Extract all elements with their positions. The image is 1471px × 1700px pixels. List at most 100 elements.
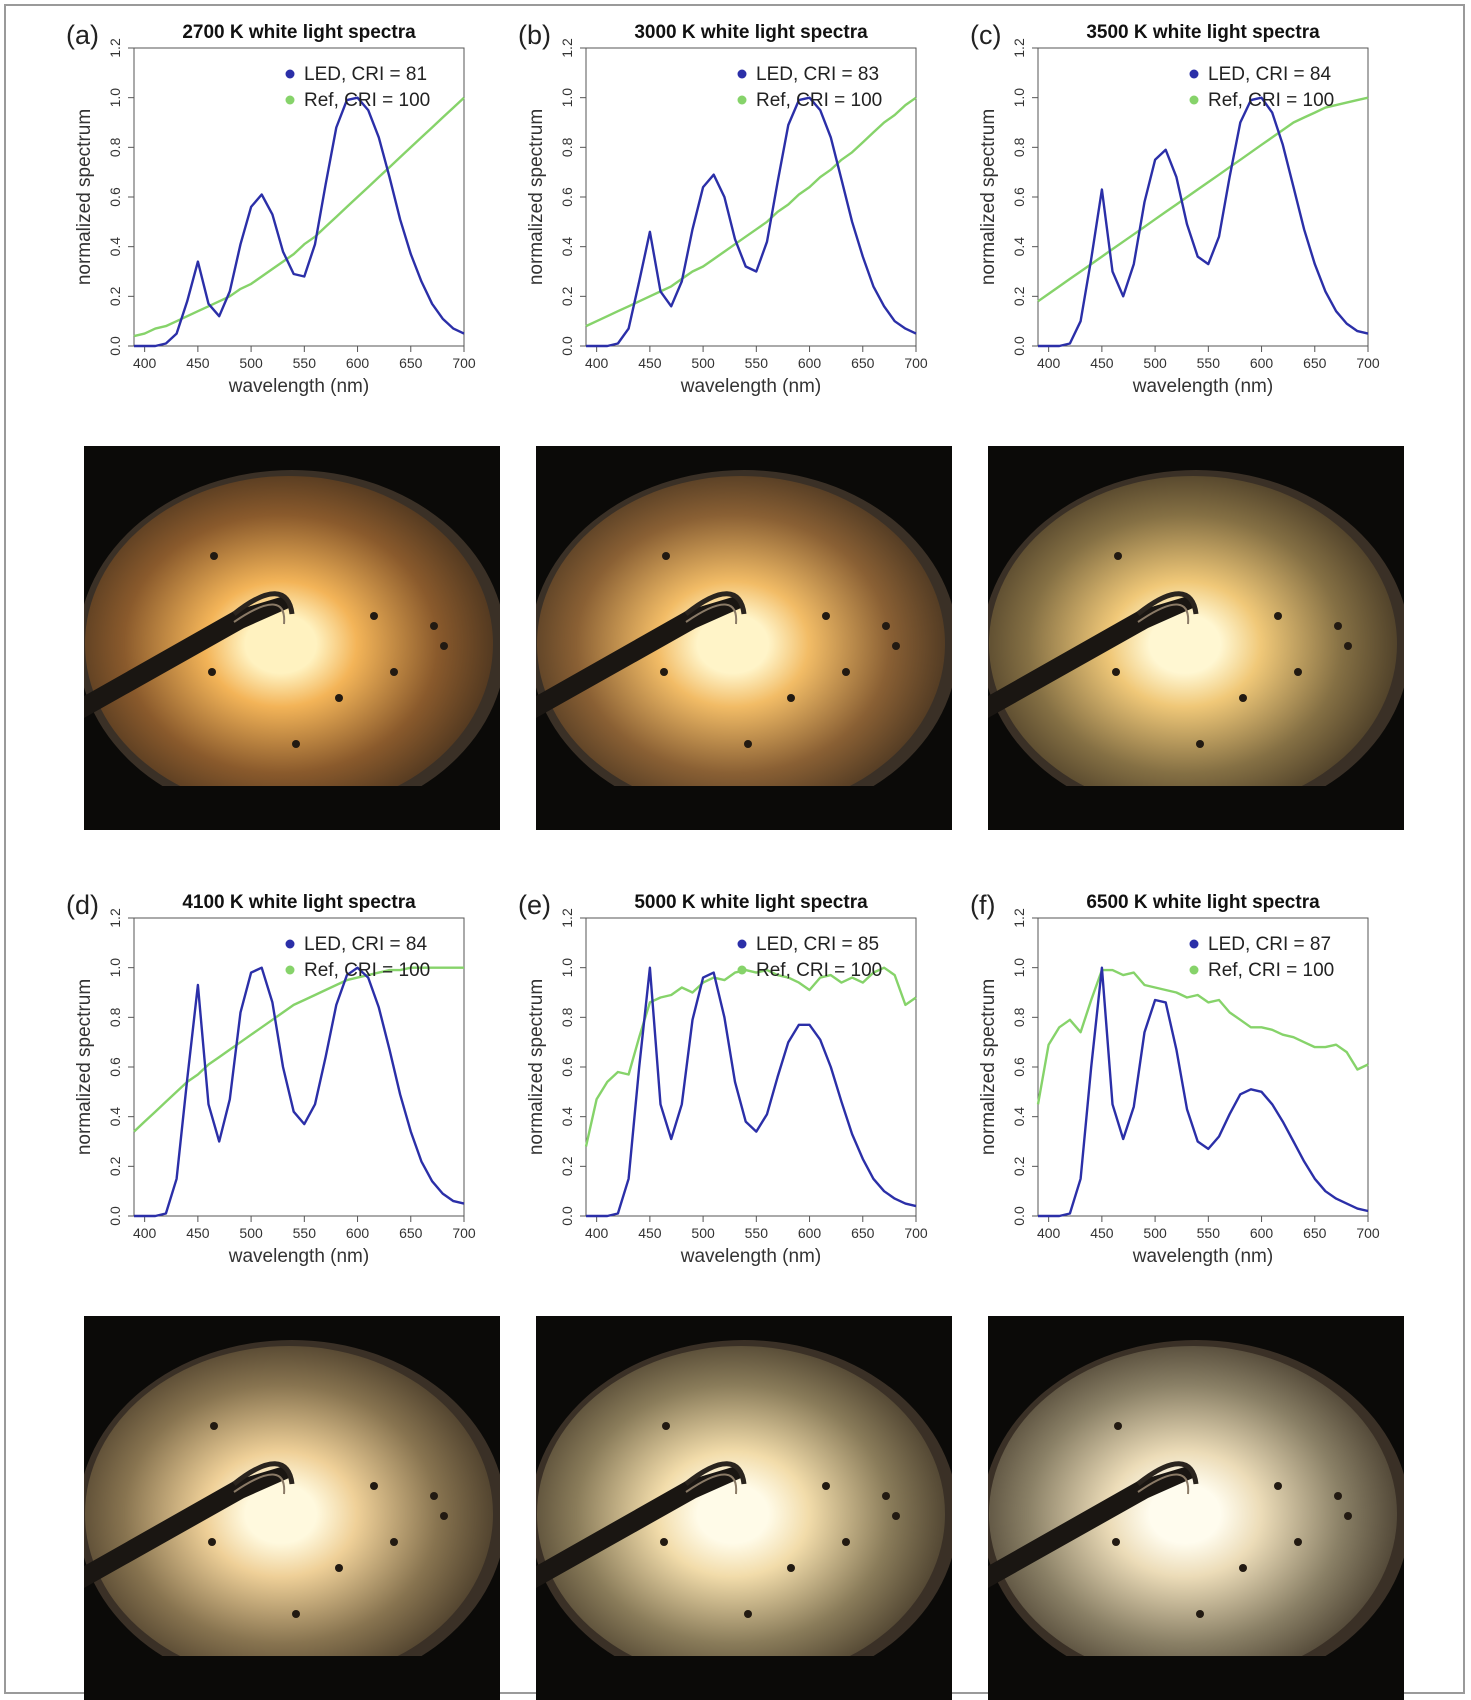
probe-tip [684, 1461, 747, 1486]
led-spectrum-line [586, 966, 917, 1218]
y-tick-label: 1.0 [107, 958, 123, 978]
x-tick-label: 400 [585, 355, 609, 371]
y-tick-label: 0.4 [107, 237, 123, 257]
x-tick-label: 700 [452, 1225, 476, 1241]
x-tick-label: 600 [346, 1225, 370, 1241]
y-tick-label: 0.8 [1011, 137, 1027, 157]
dish-spot [430, 622, 438, 630]
x-tick-label: 500 [239, 1225, 263, 1241]
petri-dish [537, 1346, 945, 1682]
dish-spot [1344, 1512, 1352, 1520]
dish-spot [1274, 612, 1282, 620]
probe-body [988, 596, 1193, 718]
dish-spot [1114, 1422, 1122, 1430]
legend-label: Ref, CRI = 100 [756, 90, 882, 111]
x-tick-label: 700 [904, 355, 928, 371]
dish-spot [744, 740, 752, 748]
dish-spot [882, 1492, 890, 1500]
y-tick-label: 0.6 [107, 187, 123, 207]
legend-label: Ref, CRI = 100 [304, 960, 430, 981]
legend-marker [285, 69, 295, 79]
x-tick-label: 650 [399, 1225, 423, 1241]
probe-body [84, 596, 289, 718]
dish-spot [1294, 668, 1302, 676]
chart-title: 3500 K white light spectra [1086, 22, 1320, 43]
x-tick-label: 450 [638, 1225, 662, 1241]
legend-label: Ref, CRI = 100 [756, 960, 882, 981]
dish-spot [1334, 622, 1342, 630]
x-tick-label: 400 [1037, 1225, 1061, 1241]
y-tick-label: 1.2 [1011, 38, 1027, 58]
dish-spot [1112, 1538, 1120, 1546]
petri-dish [85, 476, 493, 812]
dish-spot [892, 642, 900, 650]
dish-spot [370, 612, 378, 620]
x-tick-label: 500 [691, 355, 715, 371]
y-axis-label: normalized spectrum [978, 979, 999, 1155]
probe-body [84, 1466, 289, 1588]
x-tick-label: 450 [1090, 355, 1114, 371]
probe-tip [1136, 591, 1199, 616]
dish-spot [390, 668, 398, 676]
lamp-photo-f [988, 1316, 1404, 1700]
y-tick-label: 0.6 [107, 1057, 123, 1077]
y-axis-label: normalized spectrum [526, 109, 547, 285]
y-axis-label: normalized spectrum [74, 109, 95, 285]
y-tick-label: 0.2 [1011, 286, 1027, 306]
x-tick-label: 400 [133, 1225, 157, 1241]
x-tick-label: 450 [638, 355, 662, 371]
x-tick-label: 550 [293, 355, 317, 371]
legend-label: LED, CRI = 84 [304, 934, 427, 955]
legend-marker [1189, 69, 1199, 79]
probe-tip [232, 1461, 295, 1486]
y-tick-label: 0.8 [107, 137, 123, 157]
dish-spot [370, 1482, 378, 1490]
led-spectrum-line [134, 966, 465, 1218]
y-tick-label: 0.4 [107, 1107, 123, 1127]
dish-spot [208, 1538, 216, 1546]
legend-label: Ref, CRI = 100 [1208, 90, 1334, 111]
x-tick-label: 650 [1303, 1225, 1327, 1241]
y-tick-label: 1.2 [1011, 908, 1027, 928]
x-tick-label: 700 [904, 1225, 928, 1241]
x-tick-label: 650 [851, 1225, 875, 1241]
dish-spot [1274, 1482, 1282, 1490]
y-tick-label: 0.4 [1011, 237, 1027, 257]
y-tick-label: 1.2 [559, 38, 575, 58]
y-tick-label: 0.4 [559, 1107, 575, 1127]
probe-tip [684, 591, 747, 616]
y-tick-label: 0.6 [559, 1057, 575, 1077]
chart-title: 5000 K white light spectra [634, 892, 868, 913]
x-tick-label: 600 [798, 1225, 822, 1241]
probe-tip [1136, 1461, 1199, 1486]
legend-label: LED, CRI = 81 [304, 64, 427, 85]
y-axis-label: normalized spectrum [978, 109, 999, 285]
legend-marker [737, 95, 747, 105]
legend-label: Ref, CRI = 100 [1208, 960, 1334, 981]
dish-spot [787, 1564, 795, 1572]
photo-shadow [536, 1656, 952, 1700]
dish-spot [210, 1422, 218, 1430]
y-tick-label: 0.8 [559, 1007, 575, 1027]
x-tick-label: 450 [186, 1225, 210, 1241]
probe-body [536, 1466, 741, 1588]
chart-panel-d: (d) 4100 K white light spectra 400 450 500 55… [54, 880, 494, 1300]
probe-wire [1137, 603, 1190, 625]
probe-tip [232, 591, 295, 616]
dish-spot [892, 1512, 900, 1520]
x-tick-label: 400 [1037, 355, 1061, 371]
y-tick-label: 0.8 [107, 1007, 123, 1027]
dish-spot [430, 1492, 438, 1500]
dish-spot [292, 740, 300, 748]
chart-panel-e: (e) 5000 K white light spectra 400 450 500 55… [506, 880, 946, 1300]
x-axis-label: wavelength (nm) [1132, 1246, 1273, 1267]
led-spectrum-line [1038, 966, 1369, 1218]
x-tick-label: 600 [1250, 1225, 1274, 1241]
dish-spot [1294, 1538, 1302, 1546]
lamp-photo-d [84, 1316, 500, 1700]
y-tick-label: 0.0 [559, 336, 575, 356]
panel-letter: (d) [66, 890, 99, 920]
legend-label: LED, CRI = 83 [756, 64, 879, 85]
dish-spot [842, 668, 850, 676]
dish-spot [787, 694, 795, 702]
